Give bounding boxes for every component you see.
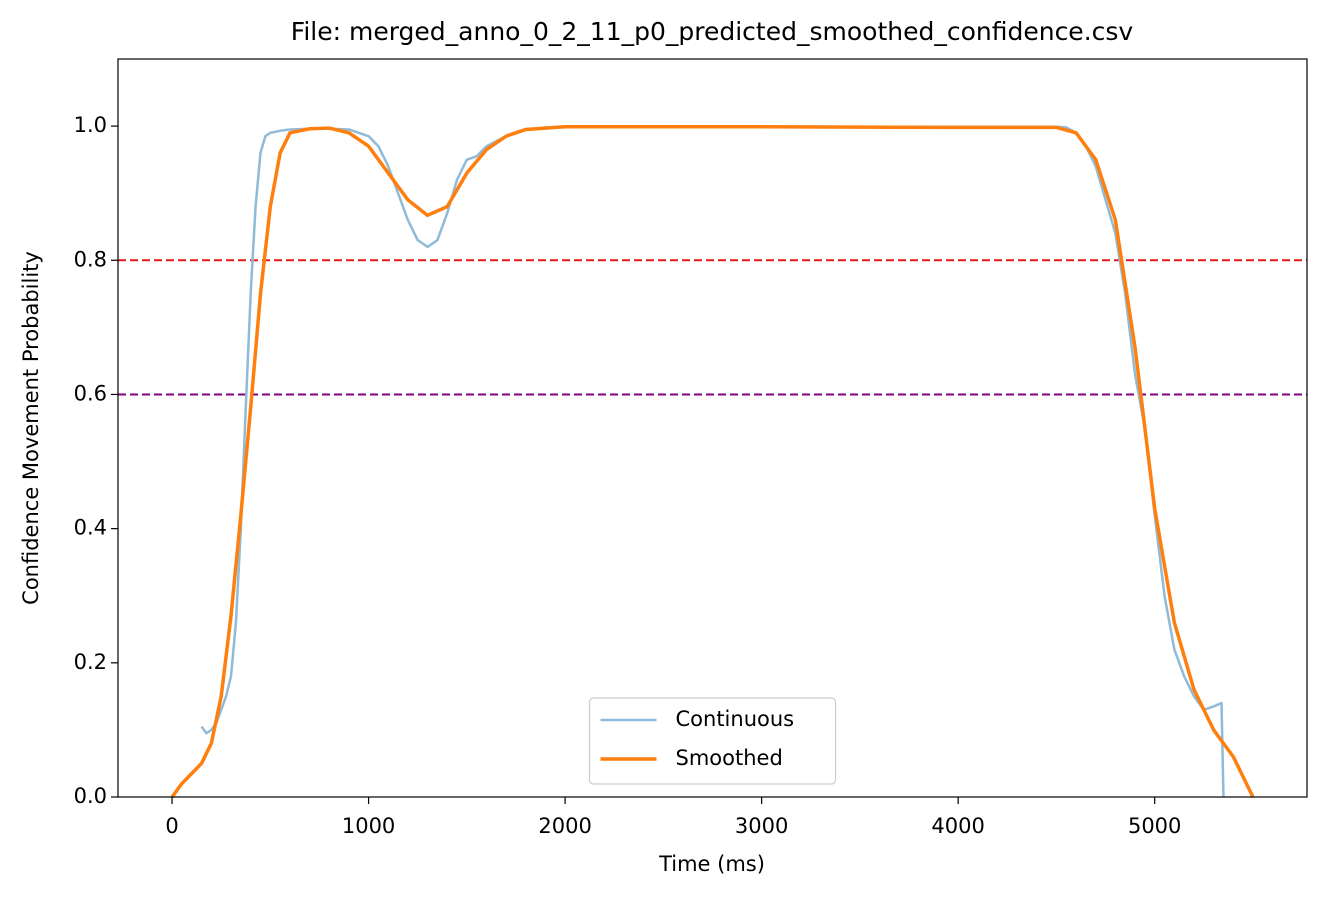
x-axis-label: Time (ms) — [658, 852, 765, 876]
series-line — [200, 125, 1225, 798]
x-tick-label: 5000 — [1128, 814, 1181, 838]
series-line — [170, 125, 1255, 799]
x-tick-label: 1000 — [342, 814, 395, 838]
x-tick-label: 3000 — [735, 814, 788, 838]
y-tick-label: 0.8 — [74, 247, 107, 271]
y-tick-label: 0.6 — [74, 381, 107, 405]
y-tick-label: 0.2 — [74, 650, 107, 674]
y-tick-label: 0.4 — [74, 516, 107, 540]
chart-title: File: merged_anno_0_2_11_p0_predicted_sm… — [291, 17, 1134, 46]
x-tick-label: 4000 — [931, 814, 984, 838]
y-tick-label: 1.0 — [74, 113, 107, 137]
legend-label: Continuous — [676, 707, 795, 731]
x-tick-label: 0 — [165, 814, 178, 838]
legend-label: Smoothed — [676, 746, 783, 770]
axes-frame — [117, 58, 1308, 798]
y-tick-label: 0.0 — [74, 784, 107, 808]
y-axis-label: Confidence Movement Probability — [19, 251, 43, 605]
x-tick-label: 2000 — [538, 814, 591, 838]
